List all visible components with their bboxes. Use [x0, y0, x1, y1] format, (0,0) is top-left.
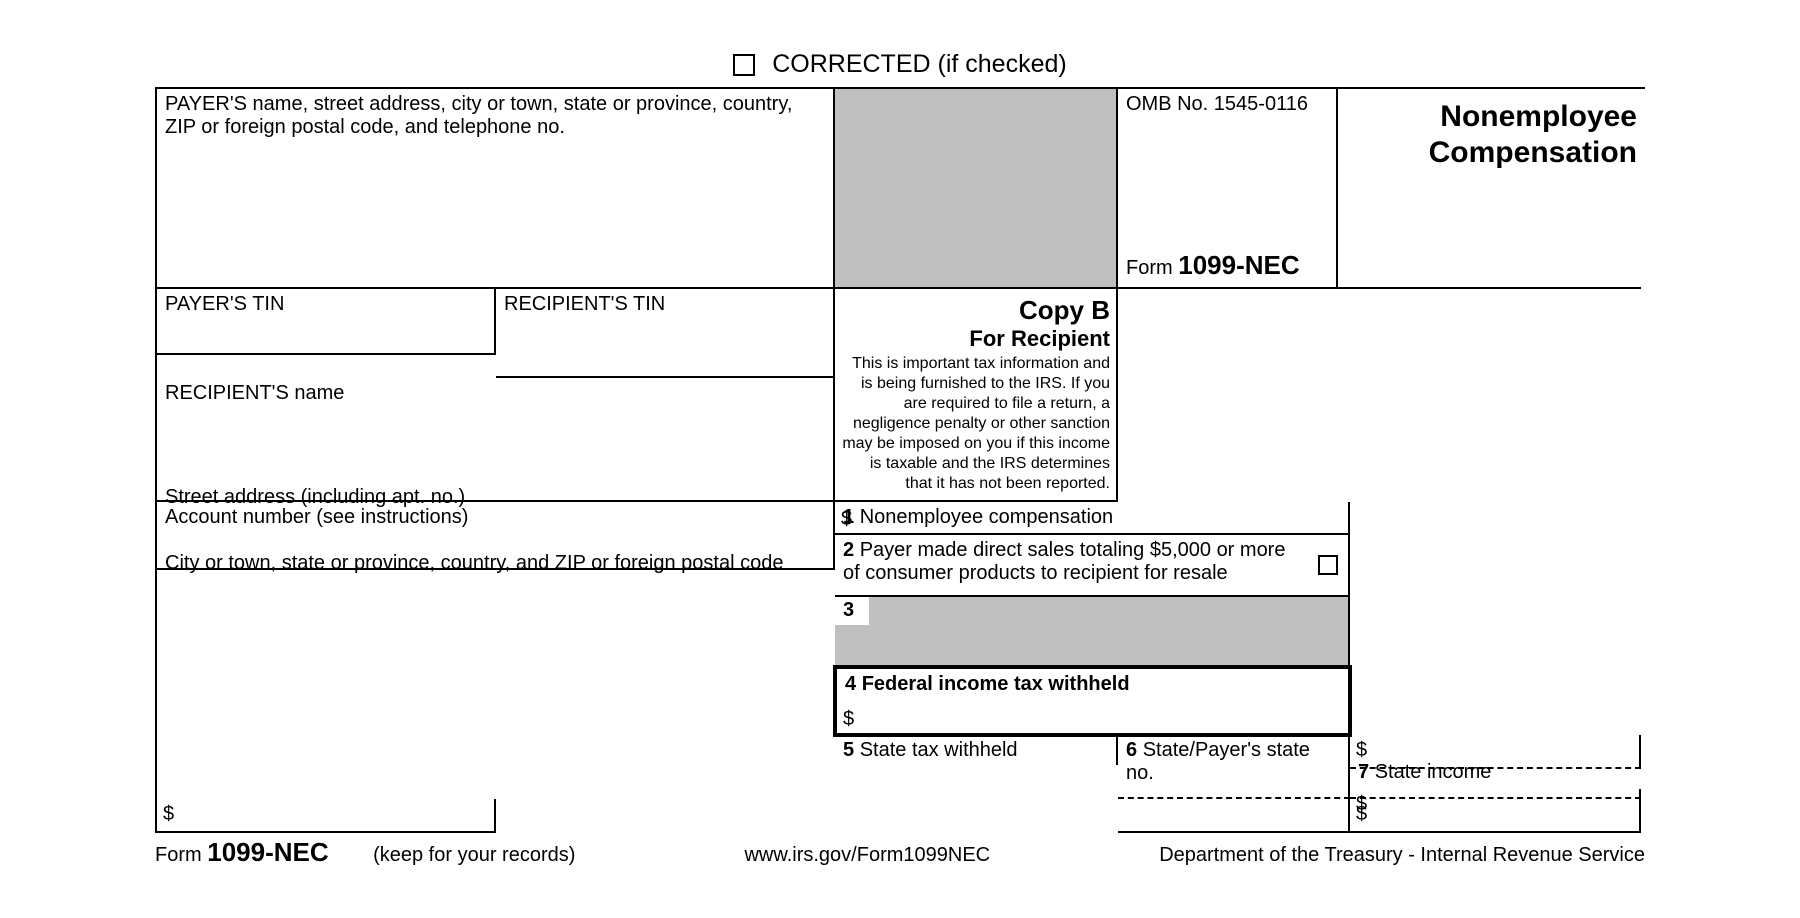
box1-dollar: $ — [841, 508, 852, 531]
box2-label: Payer made direct sales totaling $5,000 … — [843, 539, 1285, 584]
box4-label: Federal income tax withheld — [862, 673, 1130, 695]
box4-num: 4 — [845, 673, 856, 695]
recipient-tin-box[interactable]: RECIPIENT'S TIN — [496, 289, 835, 378]
footer-url: www.irs.gov/Form1099NEC — [744, 844, 990, 867]
title-line2: Compensation — [1354, 135, 1637, 171]
footer-keep: (keep for your records) — [373, 844, 575, 866]
box5-dollar2: $ — [163, 803, 174, 826]
box-7-row2[interactable]: $ — [1350, 799, 1641, 833]
payer-tin-box[interactable]: PAYER'S TIN — [157, 289, 496, 355]
account-number-label: Account number (see instructions) — [165, 506, 468, 528]
footer-form-prefix: Form — [155, 844, 202, 866]
form-number-header: 1099-NEC — [1178, 250, 1299, 280]
box3-num: 3 — [843, 599, 854, 621]
box-5-row2[interactable]: $ — [157, 799, 496, 833]
box-6-header: 6 State/Payer's state no. — [1118, 735, 1350, 789]
recipient-block[interactable]: RECIPIENT'S name Street address (includi… — [157, 378, 835, 502]
box7-num: 7 — [1358, 761, 1369, 783]
account-number-box[interactable]: Account number (see instructions) — [157, 502, 835, 570]
form-title: Nonemployee Compensation — [1350, 89, 1641, 289]
corrected-row: CORRECTED (if checked) — [155, 50, 1645, 79]
recipient-name-label: RECIPIENT'S name — [165, 382, 825, 405]
payer-address-label: PAYER'S name, street address, city or to… — [165, 93, 792, 138]
omb-number: OMB No. 1545-0116 — [1126, 93, 1328, 116]
form-grid: PAYER'S name, street address, city or to… — [155, 87, 1645, 833]
box-2[interactable]: 2 Payer made direct sales totaling $5,00… — [835, 535, 1350, 597]
footer-left: Form 1099-NEC (keep for your records) — [155, 837, 575, 868]
footer-dept: Department of the Treasury - Internal Re… — [1159, 844, 1645, 867]
form-1099-nec: CORRECTED (if checked) PAYER'S name, str… — [155, 50, 1645, 868]
box7-dollar2: $ — [1356, 803, 1367, 826]
box6-num: 6 — [1126, 739, 1137, 761]
box6-label: State/Payer's state no. — [1126, 739, 1310, 784]
recipient-tin-label: RECIPIENT'S TIN — [504, 293, 665, 315]
copy-notice: This is important tax information and is… — [841, 354, 1110, 494]
box-4[interactable]: 4 Federal income tax withheld $ — [833, 665, 1352, 737]
corrected-label: CORRECTED (if checked) — [772, 50, 1067, 78]
box-5-header: 5 State tax withheld — [835, 735, 1118, 765]
box-3: 3 — [835, 597, 1350, 667]
omb-form-box: OMB No. 1545-0116 Form 1099-NEC — [1118, 89, 1338, 289]
footer-form-number: 1099-NEC — [207, 837, 328, 867]
copy-b-title: Copy B — [841, 295, 1110, 326]
title-line1: Nonemployee — [1354, 99, 1637, 135]
box2-checkbox[interactable] — [1318, 555, 1338, 575]
form-footer: Form 1099-NEC (keep for your records) ww… — [155, 833, 1645, 868]
box5-label: State tax withheld — [860, 739, 1018, 761]
box4-dollar: $ — [843, 708, 854, 731]
box-7-row1[interactable]: 7 State income $ — [1350, 789, 1641, 799]
corrected-checkbox[interactable] — [733, 54, 755, 76]
copy-b-panel: Copy B For Recipient This is important t… — [835, 289, 1118, 502]
box-1[interactable]: 1 Nonemployee compensation $ — [835, 502, 1350, 535]
form-prefix: Form — [1126, 257, 1173, 279]
payer-address-block[interactable]: PAYER'S name, street address, city or to… — [157, 89, 835, 289]
header-gray-box — [835, 89, 1118, 289]
header-spacer — [1338, 89, 1354, 289]
box5-dollar1: $ — [1356, 739, 1367, 762]
box5-num: 5 — [843, 739, 854, 761]
payer-tin-label: PAYER'S TIN — [165, 293, 284, 315]
box2-num: 2 — [843, 539, 854, 561]
box1-label: Nonemployee compensation — [860, 506, 1114, 528]
for-recipient: For Recipient — [841, 326, 1110, 352]
box-6-row1[interactable] — [1118, 789, 1350, 799]
box7-label: State income — [1375, 761, 1492, 783]
box-6-row2[interactable] — [1118, 799, 1350, 833]
